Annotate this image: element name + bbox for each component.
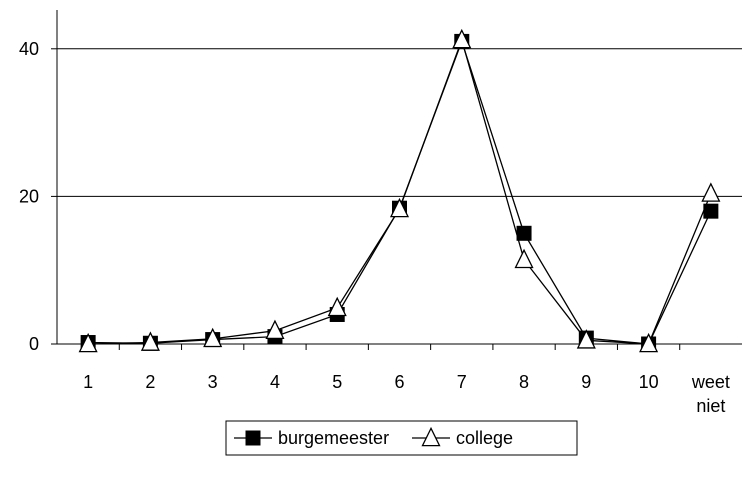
x-tick-label: 2 (145, 372, 155, 392)
axes (56, 10, 742, 345)
legend-marker-burgemeester (245, 430, 261, 446)
legend-label-college: college (456, 428, 513, 448)
x-tick-label: 5 (332, 372, 342, 392)
legend-label-burgemeester: burgemeester (278, 428, 389, 448)
legend: burgemeester college (225, 420, 578, 456)
point-college (389, 197, 410, 218)
point-college (140, 331, 160, 351)
axis-ticks: 0 20 40 1 2 3 4 5 6 7 8 9 10 weet niet (19, 39, 730, 416)
y-tick-label: 20 (19, 186, 39, 206)
x-tick-label: 9 (581, 372, 591, 392)
x-tick-label: 1 (83, 372, 93, 392)
x-tick-label: niet (696, 396, 725, 416)
point-college (701, 182, 721, 202)
x-tick-label: 10 (639, 372, 659, 392)
x-tick-label: 3 (208, 372, 218, 392)
legend-box (225, 420, 578, 456)
point-college (639, 332, 659, 353)
point-college (576, 329, 596, 349)
point-burgemeester (516, 225, 532, 241)
point-burgemeester (703, 203, 719, 219)
gridlines (57, 48, 742, 197)
y-tick-label: 40 (19, 39, 39, 59)
point-college (265, 319, 285, 340)
x-tick-label: weet (691, 372, 730, 392)
series-line-burgemeester (88, 39, 712, 345)
point-college (78, 332, 98, 353)
point-college (514, 248, 534, 269)
series-lines (88, 37, 712, 345)
x-tick-label: 6 (394, 372, 404, 392)
y-tick-label: 0 (29, 334, 39, 354)
x-tick-label: 4 (270, 372, 280, 392)
point-college (327, 296, 347, 317)
point-college (452, 28, 472, 49)
series-markers (78, 28, 721, 353)
series-line-college (88, 37, 712, 345)
legend-marker-college (421, 426, 441, 447)
x-tick-label: 8 (519, 372, 529, 392)
x-tick-label: 7 (457, 372, 467, 392)
point-college (203, 327, 223, 348)
